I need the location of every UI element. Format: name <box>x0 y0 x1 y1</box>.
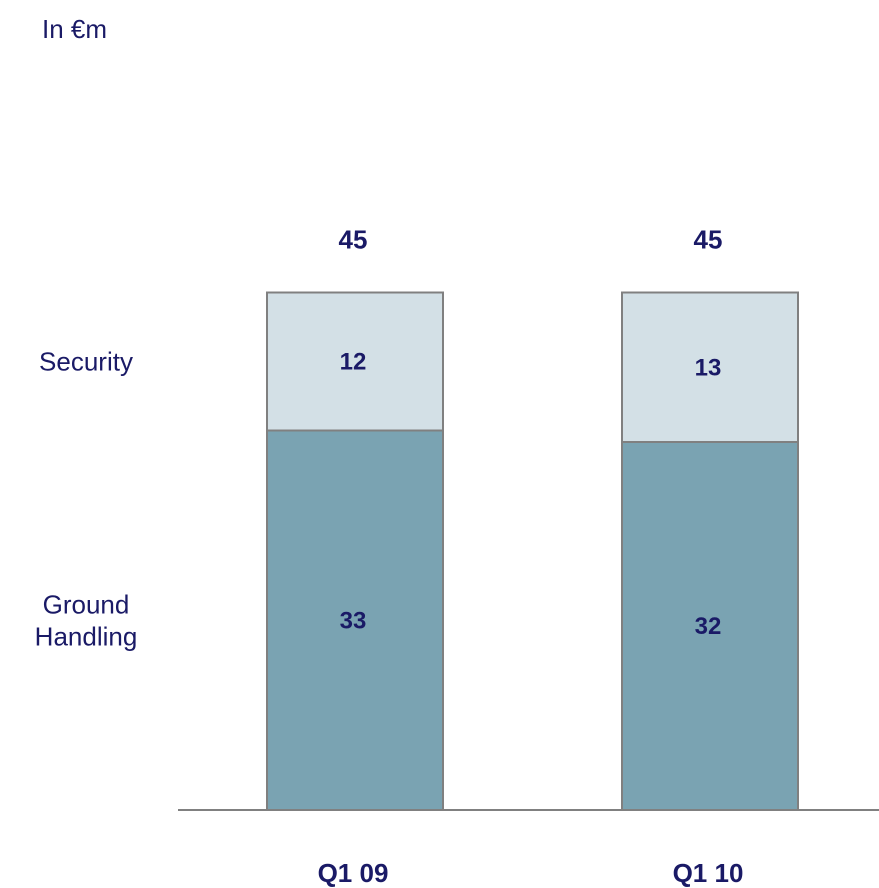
segment-value-label: 32 <box>695 613 722 640</box>
segment-value-label: 33 <box>340 607 367 634</box>
total-value-label: 45 <box>339 225 368 255</box>
total-value-label: 45 <box>694 225 723 255</box>
series-label: Ground <box>43 589 130 619</box>
segment-value-label: 13 <box>695 354 722 381</box>
bar-segment-ground-handling-0 <box>266 429 444 811</box>
bar-segment-security-0 <box>266 291 444 432</box>
series-label: Security <box>39 347 133 377</box>
series-label: Handling <box>35 621 138 651</box>
unit-label: In €m <box>42 14 107 44</box>
bar-segment-security-1 <box>621 291 799 443</box>
bars-group <box>266 291 799 811</box>
category-label: Q1 10 <box>673 858 744 888</box>
category-label: Q1 09 <box>318 858 389 888</box>
segment-value-label: 12 <box>340 349 367 376</box>
